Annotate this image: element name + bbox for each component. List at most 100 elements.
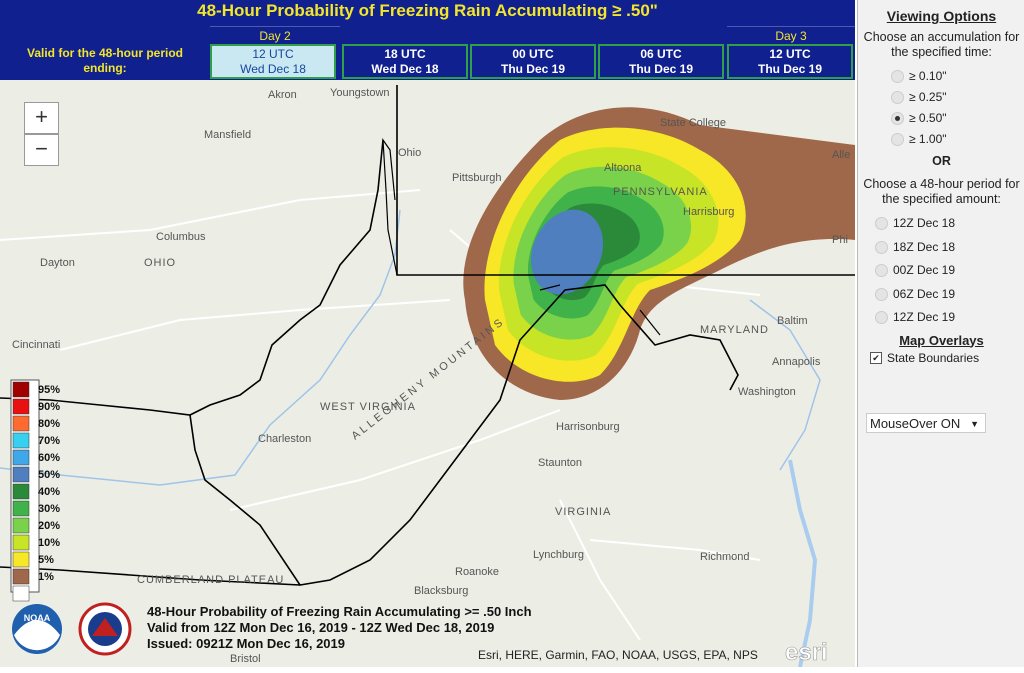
place-label: Altoona — [604, 162, 642, 174]
state-boundaries — [0, 85, 855, 586]
place-label: Phi — [832, 234, 848, 246]
radio-button[interactable] — [875, 311, 888, 325]
radio-button[interactable] — [875, 217, 888, 231]
place-label: Alle — [832, 149, 850, 161]
legend-swatch — [12, 568, 30, 585]
legend-label: 50% — [38, 469, 60, 481]
radio-button[interactable] — [891, 133, 904, 147]
legend-swatch — [12, 432, 30, 449]
radio-button[interactable] — [891, 112, 904, 126]
legend-swatch — [12, 449, 30, 466]
legend-label: 30% — [38, 503, 60, 515]
zoom-out-button[interactable]: − — [24, 134, 59, 166]
period-label: Valid for the 48-hour period ending: — [26, 46, 184, 75]
option-label: 12Z Dec 18 — [893, 216, 956, 230]
legend-swatch — [12, 551, 30, 568]
place-label: CUMBERLAND PLATEAU — [137, 574, 284, 586]
option-label: State Boundaries — [887, 350, 980, 365]
place-label: Cincinnati — [12, 339, 60, 351]
place-label: Pittsburgh — [452, 172, 502, 184]
place-label: Dayton — [40, 257, 75, 269]
period-tab[interactable]: 12 UTC Thu Dec 19 — [727, 44, 853, 79]
caption-line: Valid from 12Z Mon Dec 16, 2019 - 12Z We… — [147, 620, 494, 635]
place-label: WEST VIRGINIA — [320, 401, 416, 413]
period-date: Wed Dec 18 — [240, 62, 306, 76]
place-label: Harrisonburg — [556, 421, 620, 433]
radio-option[interactable]: 06Z Dec 19 — [875, 284, 1024, 308]
radio-option[interactable]: ≥ 0.10" — [891, 66, 1024, 87]
option-label: 18Z Dec 18 — [893, 239, 956, 254]
place-label: Youngstown — [330, 87, 390, 99]
place-label: Lynchburg — [533, 549, 584, 561]
legend-swatch — [12, 415, 30, 432]
period-time: 12 UTC — [252, 47, 294, 61]
map-caption: 48-Hour Probability of Freezing Rain Acc… — [147, 604, 532, 651]
option-label: 12Z Dec 19 — [893, 310, 956, 324]
radio-option[interactable]: ≥ 1.00" — [891, 129, 1024, 150]
radio-button[interactable] — [875, 287, 888, 301]
period-tab[interactable]: 12 UTC Wed Dec 18 — [210, 44, 336, 79]
period-tab[interactable]: 18 UTC Wed Dec 18 — [342, 44, 468, 79]
radio-button[interactable] — [891, 91, 904, 105]
radio-option[interactable]: 18Z Dec 18 — [875, 237, 1024, 261]
radio-option[interactable]: ≥ 0.50" — [891, 108, 1024, 129]
place-label: Mansfield — [204, 129, 251, 141]
option-label: 06Z Dec 19 — [893, 286, 956, 301]
legend-label: 90% — [38, 401, 60, 413]
place-label: Columbus — [156, 231, 206, 243]
radio-button[interactable] — [875, 264, 888, 278]
legend-swatch — [12, 483, 30, 500]
place-label: Baltim — [777, 315, 808, 327]
header: 48-Hour Probability of Freezing Rain Acc… — [0, 0, 855, 80]
place-label: Staunton — [538, 457, 582, 469]
radio-option[interactable]: 12Z Dec 19 — [875, 307, 1024, 331]
radio-option[interactable]: 00Z Dec 19 — [875, 260, 1024, 284]
place-label: Bristol — [230, 653, 261, 665]
caption-line: Issued: 0921Z Mon Dec 16, 2019 — [147, 636, 345, 651]
legend-swatch — [12, 381, 30, 398]
radio-button[interactable] — [891, 70, 904, 84]
or-label: OR — [932, 154, 951, 168]
legend-label: 20% — [38, 520, 60, 532]
accumulation-prompt: Choose an accumulation for the specified… — [863, 30, 1020, 59]
legend-label: 5% — [38, 554, 54, 566]
period-date: Thu Dec 19 — [628, 62, 694, 76]
checkbox[interactable]: ✔ — [870, 352, 882, 365]
accumulation-options: ≥ 0.10" ≥ 0.25" ≥ 0.50" ≥ 1.00" — [858, 66, 1024, 150]
legend-swatch — [12, 398, 30, 415]
period-options: 12Z Dec 18 18Z Dec 18 00Z Dec 19 06Z Dec 19… — [858, 213, 1024, 331]
period-tab[interactable]: 06 UTC Thu Dec 19 — [598, 44, 724, 79]
period-time: 00 UTC — [512, 47, 554, 61]
place-label: Annapolis — [772, 356, 821, 368]
legend-label: 40% — [38, 486, 60, 498]
legend-label: 10% — [38, 537, 60, 549]
freezing-rain-probability — [463, 107, 855, 401]
map[interactable]: Akron Youngstown Mansfield Pittsburgh St… — [0, 80, 855, 667]
legend-swatch — [12, 500, 30, 517]
legend-label: 95% — [38, 384, 60, 396]
mouseover-select[interactable]: MouseOver ON ▼ — [866, 413, 986, 433]
state-boundaries-option[interactable]: ✔ State Boundaries — [858, 348, 1024, 369]
zoom-in-button[interactable]: + — [24, 102, 59, 134]
radio-option[interactable]: 12Z Dec 18 — [875, 213, 1024, 237]
place-label: PENNSYLVANIA — [613, 186, 708, 198]
select-arrow: ▼ — [970, 419, 979, 429]
place-label: State College — [660, 117, 726, 129]
legend-label: 1% — [38, 571, 54, 583]
attribution: Esri, HERE, Garmin, FAO, NOAA, USGS, EPA… — [478, 648, 758, 662]
radio-button[interactable] — [875, 240, 888, 254]
legend-label: 80% — [38, 418, 60, 430]
place-label: Harrisburg — [683, 206, 734, 218]
place-label: Richmond — [700, 551, 750, 563]
radio-option[interactable]: ≥ 0.25" — [891, 87, 1024, 108]
rivers — [0, 209, 821, 667]
legend-swatch — [12, 585, 30, 602]
period-time: 18 UTC — [384, 47, 426, 61]
header-title: 48-Hour Probability of Freezing Rain Acc… — [197, 1, 658, 20]
legend-swatch — [12, 466, 30, 483]
legend: 95% 90% 80% 70% 60% 50% 40% 30% 20% 10% 5% 1% — [10, 379, 60, 602]
legend-swatch — [12, 534, 30, 551]
period-tab[interactable]: 00 UTC Thu Dec 19 — [470, 44, 596, 79]
place-label: Washington — [738, 386, 796, 398]
